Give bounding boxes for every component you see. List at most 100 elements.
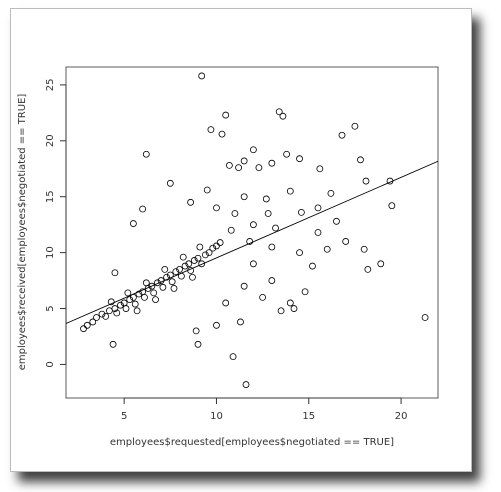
x-tick-label: 15 bbox=[302, 411, 315, 422]
point bbox=[268, 159, 276, 167]
point bbox=[268, 243, 276, 251]
point bbox=[142, 279, 150, 287]
point bbox=[218, 130, 226, 138]
point bbox=[213, 204, 220, 212]
point bbox=[168, 278, 176, 286]
point bbox=[216, 239, 224, 246]
point bbox=[181, 262, 189, 270]
point bbox=[222, 111, 230, 119]
point bbox=[309, 262, 316, 270]
point bbox=[314, 229, 322, 236]
point bbox=[142, 150, 150, 158]
point bbox=[213, 321, 220, 329]
point bbox=[240, 157, 248, 165]
point bbox=[196, 243, 204, 251]
point bbox=[172, 268, 180, 276]
point bbox=[190, 257, 198, 264]
point bbox=[203, 186, 211, 194]
point bbox=[189, 273, 196, 281]
point bbox=[141, 293, 148, 301]
point bbox=[227, 226, 235, 234]
point bbox=[333, 217, 340, 225]
point bbox=[117, 301, 124, 309]
x-axis-label: employees$requested[employees$negotiated… bbox=[110, 437, 394, 448]
point bbox=[83, 321, 91, 329]
point bbox=[161, 266, 169, 273]
point bbox=[205, 249, 213, 257]
point bbox=[362, 177, 370, 185]
point bbox=[198, 72, 206, 80]
point bbox=[301, 288, 309, 296]
point bbox=[314, 204, 322, 212]
point bbox=[259, 293, 267, 301]
point bbox=[111, 305, 119, 312]
point bbox=[129, 220, 137, 227]
point bbox=[264, 210, 272, 217]
point bbox=[222, 299, 230, 307]
point bbox=[80, 325, 87, 333]
point bbox=[163, 273, 171, 281]
point bbox=[159, 283, 167, 291]
point bbox=[277, 307, 285, 315]
point bbox=[364, 266, 372, 273]
point bbox=[246, 238, 254, 245]
point bbox=[152, 296, 159, 303]
point bbox=[262, 195, 270, 203]
point bbox=[98, 310, 106, 318]
point bbox=[323, 245, 331, 253]
point bbox=[249, 146, 257, 154]
point bbox=[297, 208, 305, 216]
point bbox=[249, 260, 257, 268]
point bbox=[139, 205, 147, 213]
point bbox=[126, 296, 134, 303]
point bbox=[107, 298, 115, 306]
point bbox=[102, 312, 110, 320]
point bbox=[207, 126, 215, 134]
frame bbox=[10, 8, 472, 472]
point bbox=[213, 242, 220, 250]
point bbox=[286, 299, 294, 307]
point bbox=[192, 327, 200, 335]
point bbox=[198, 260, 206, 268]
y-tick-label: 20 bbox=[45, 134, 56, 147]
y-tick-label: 15 bbox=[45, 190, 56, 203]
point bbox=[249, 221, 257, 229]
point bbox=[290, 305, 298, 312]
point bbox=[185, 260, 193, 268]
point bbox=[240, 193, 248, 201]
point bbox=[327, 189, 335, 197]
x-tick-label: 20 bbox=[395, 411, 408, 422]
y-tick-label: 25 bbox=[45, 79, 56, 92]
point bbox=[231, 210, 239, 217]
point bbox=[360, 245, 368, 253]
point bbox=[209, 244, 217, 252]
point bbox=[111, 269, 119, 277]
point bbox=[122, 305, 130, 312]
point bbox=[135, 290, 143, 298]
point bbox=[124, 289, 132, 297]
point bbox=[237, 318, 244, 326]
point bbox=[179, 253, 187, 261]
point bbox=[268, 277, 276, 284]
point bbox=[272, 224, 279, 232]
fit-line bbox=[65, 160, 439, 324]
point bbox=[225, 162, 233, 169]
point bbox=[93, 314, 100, 321]
point bbox=[283, 150, 291, 158]
point bbox=[166, 179, 174, 187]
point bbox=[296, 249, 303, 257]
point bbox=[131, 300, 139, 308]
point bbox=[286, 187, 294, 195]
y-tick-label: 0 bbox=[45, 361, 56, 367]
point bbox=[296, 155, 303, 163]
point bbox=[316, 165, 324, 173]
point bbox=[357, 156, 364, 164]
point bbox=[113, 309, 121, 317]
y-tick-label: 5 bbox=[45, 305, 56, 311]
point bbox=[388, 202, 396, 210]
point bbox=[240, 282, 248, 290]
point bbox=[255, 164, 263, 172]
plot-box bbox=[65, 66, 439, 399]
